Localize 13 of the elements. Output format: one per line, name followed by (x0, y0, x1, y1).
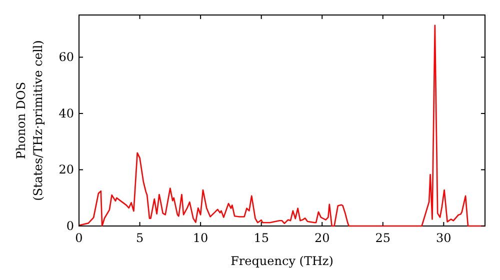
x-tick-label: 5 (136, 231, 144, 245)
y-tick-label: 60 (58, 50, 74, 64)
x-tick-label: 15 (254, 231, 269, 245)
x-axis-title: Frequency (THz) (230, 254, 334, 268)
x-tick-label: 25 (375, 231, 391, 245)
x-tick-label: 30 (436, 231, 452, 245)
x-tick-label: 10 (192, 231, 208, 245)
y-tick-label: 0 (66, 219, 74, 233)
x-tick-label: 20 (314, 231, 330, 245)
y-tick-label: 40 (58, 106, 74, 120)
x-tick-label: 0 (75, 231, 83, 245)
y-tick-label: 20 (58, 162, 74, 177)
y-axis-title: Phonon DOS (States/THz·primitive cell) (14, 40, 45, 201)
